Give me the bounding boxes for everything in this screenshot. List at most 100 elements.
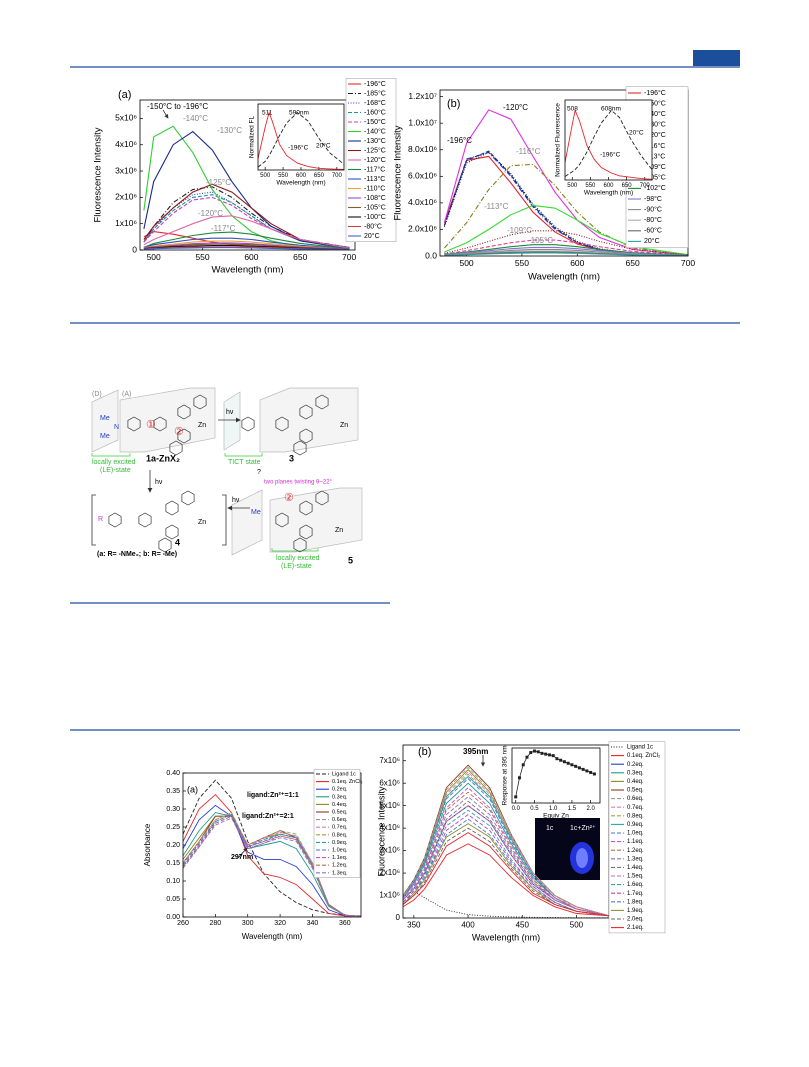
ring	[158, 537, 172, 553]
scheme-label: two planes twisting θ~22°	[264, 480, 333, 486]
scheme-label: Zn	[198, 422, 206, 429]
y-axis-label: Normalized FL	[249, 115, 256, 158]
legend-label: -90°C	[644, 205, 662, 213]
scheme-label: ②	[284, 492, 294, 504]
legend-label: -150°C	[644, 99, 666, 107]
plane	[91, 389, 119, 453]
ring	[177, 404, 191, 420]
marker	[585, 769, 589, 773]
annotation-arrow	[162, 109, 169, 119]
legend-label: 20°C	[364, 232, 380, 240]
line	[403, 818, 609, 917]
ring	[108, 512, 122, 528]
ring	[127, 416, 141, 432]
y-tick-label: 5x10⁶	[379, 801, 400, 810]
x-tick-label: 350	[407, 920, 421, 929]
x-axis-label: Wavelength (nm)	[472, 932, 540, 942]
annotation: -120°C	[503, 103, 528, 112]
ring	[138, 512, 152, 528]
annotation: (a)	[118, 89, 131, 101]
legend-label: -140°C	[364, 127, 386, 135]
legend-label: 1.5eq.	[627, 874, 644, 880]
legend-label: 1.0eq.	[627, 831, 644, 837]
ring	[299, 524, 313, 540]
legend-label: 1.8eq.	[627, 899, 644, 905]
chart: 350 400 450 500 0 1x10⁶ 2x10⁶ 3x10⁶ 4x10⁶ 5x10⁶ 6x…	[376, 741, 666, 942]
x-tick-label: 1.0	[549, 806, 558, 812]
photo-label: 1c	[546, 825, 554, 832]
line	[515, 750, 595, 797]
x-tick-label: 320	[274, 920, 286, 927]
scheme-label: locally excited	[92, 459, 136, 466]
marker	[574, 764, 578, 768]
line	[143, 244, 350, 250]
y-tick-label: 1.0x10⁷	[408, 117, 437, 127]
brace	[91, 453, 319, 552]
x-tick-label: 600	[296, 173, 307, 179]
y-tick-label: 0.05	[166, 896, 180, 903]
series-group	[565, 108, 652, 180]
y-tick-label: 6x10⁶	[379, 778, 400, 787]
legend-label: -130°C	[364, 137, 386, 145]
ring	[299, 404, 313, 420]
line	[403, 766, 609, 917]
series-group	[143, 125, 350, 250]
y-tick-label: 4x10⁶	[115, 139, 137, 149]
line	[444, 248, 688, 256]
scheme-label: locally excited	[276, 555, 320, 562]
annotation: -196°C	[447, 136, 472, 145]
scheme-label: Me	[251, 509, 261, 516]
x-axis-label: Wavelength (nm)	[528, 272, 600, 283]
y-tick-label: 2x10⁶	[115, 192, 137, 202]
marker	[577, 766, 581, 770]
marker	[514, 795, 518, 799]
annotation: -196°C	[600, 151, 621, 159]
x-tick-label: 0.5	[530, 806, 539, 812]
y-tick-label: 0.20	[166, 842, 180, 849]
marker	[562, 760, 566, 764]
y-tick-label: 3x10⁶	[379, 846, 400, 855]
y-axis-label: Fluorescence Intensity	[376, 786, 386, 877]
y-axis-label: Absorbance	[143, 823, 152, 866]
legend-label: 0.3eq.	[332, 794, 348, 800]
ring	[193, 394, 207, 410]
legend-label: -113°C	[644, 152, 665, 160]
annotation: -196°C	[288, 144, 309, 152]
x-axis-label: Equiv Zn	[543, 813, 569, 820]
legend-box	[313, 768, 361, 878]
line	[403, 778, 609, 917]
x-tick-label: 700	[342, 252, 356, 262]
line	[183, 779, 361, 917]
plane	[231, 489, 263, 556]
legend-label: 1.2eq.	[332, 863, 348, 869]
series-group	[258, 111, 344, 170]
plot-frame	[182, 772, 362, 918]
line	[444, 239, 688, 256]
y-tick-label: 0.40	[166, 770, 180, 777]
legend-label: 0.7eq.	[332, 825, 348, 831]
line	[403, 805, 609, 917]
scheme-label: Me	[100, 433, 110, 440]
bracket	[91, 494, 227, 546]
line	[444, 204, 688, 256]
scheme-label: 5	[348, 555, 353, 565]
x-tick-label: 500	[260, 173, 271, 179]
annotation: -125°C	[206, 178, 231, 187]
x-tick-label: 500	[147, 252, 161, 262]
ring	[165, 524, 179, 540]
legend-label: 2.1eq.	[627, 925, 644, 931]
marker	[517, 776, 521, 780]
legend-label: 0.2eq.	[332, 787, 348, 793]
legend-label: 0.3eq.	[627, 770, 644, 776]
y-tick-label: 0.10	[166, 878, 180, 885]
line	[143, 130, 350, 250]
marker	[592, 772, 596, 776]
annotation: -117°C	[211, 224, 236, 233]
legend-label: -120°C	[364, 156, 386, 164]
y-tick-label: 0	[396, 913, 401, 922]
annotation: ligand:Zn²⁺=2:1	[242, 813, 294, 820]
inset-bg	[565, 100, 652, 180]
annotation: -120°C	[198, 209, 223, 218]
x-tick-label: 550	[195, 252, 209, 262]
y-tick-label: 1x10⁶	[379, 891, 400, 900]
